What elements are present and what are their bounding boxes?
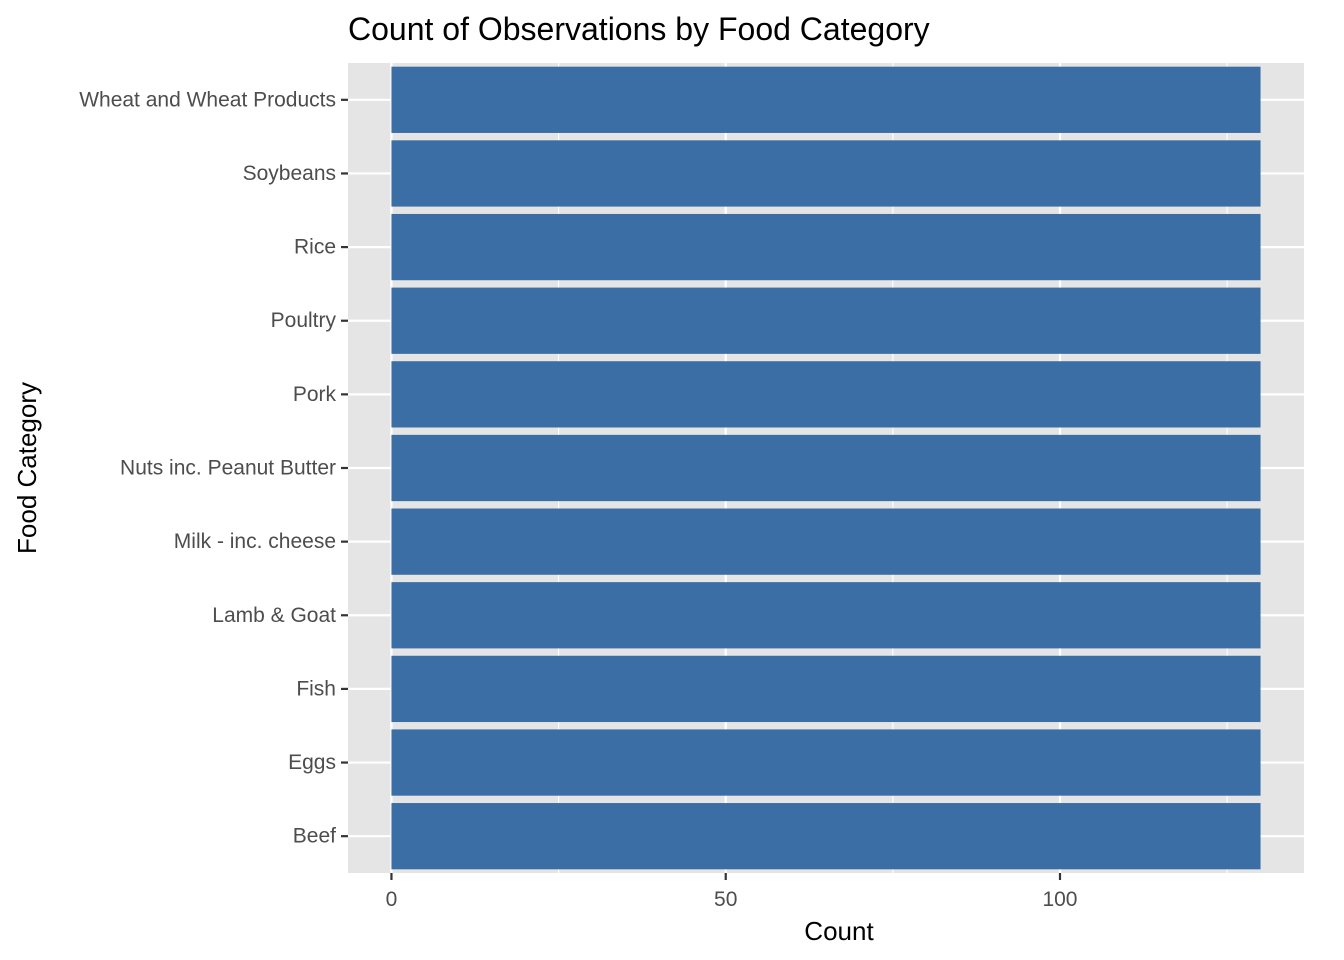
x-tick-label: 50 xyxy=(714,888,737,911)
bars xyxy=(391,66,1261,870)
y-tick-label: Fish xyxy=(296,677,336,700)
x-tick-label: 100 xyxy=(1042,888,1077,911)
y-tick-label: Nuts inc. Peanut Butter xyxy=(120,457,336,480)
y-tick-label: Lamb & Goat xyxy=(212,604,336,627)
y-tick-label: Soybeans xyxy=(243,162,336,185)
x-axis: 0 50 100 xyxy=(386,873,1078,911)
y-tick-label: Eggs xyxy=(288,751,336,774)
y-tick-label: Beef xyxy=(293,825,336,848)
bar-beef xyxy=(391,803,1261,870)
bar-poultry xyxy=(391,287,1261,354)
bar-soybeans xyxy=(391,140,1261,207)
y-tick-label: Milk - inc. cheese xyxy=(174,530,336,553)
y-tick-label: Wheat and Wheat Products xyxy=(79,88,336,111)
bar-pork xyxy=(391,361,1261,428)
y-tick-label: Pork xyxy=(293,383,337,406)
bar-eggs xyxy=(391,729,1261,796)
y-axis-title: Food Category xyxy=(12,382,42,554)
bar-fish xyxy=(391,655,1261,723)
bar-wheat-and-wheat-products xyxy=(391,66,1261,133)
bar-rice xyxy=(391,213,1261,281)
chart-title: Count of Observations by Food Category xyxy=(348,11,930,47)
y-tick-label: Poultry xyxy=(271,309,337,332)
bar-milk-inc-cheese xyxy=(391,508,1261,575)
x-axis-title: Count xyxy=(804,916,874,946)
y-tick-label: Rice xyxy=(294,236,336,259)
x-tick-label: 0 xyxy=(386,888,398,911)
y-axis: Beef Eggs Fish Lamb & Goat Milk - inc. chees… xyxy=(79,88,348,848)
bar-lamb-goat xyxy=(391,582,1261,649)
bar-nuts-inc-peanut-butter xyxy=(391,434,1261,502)
